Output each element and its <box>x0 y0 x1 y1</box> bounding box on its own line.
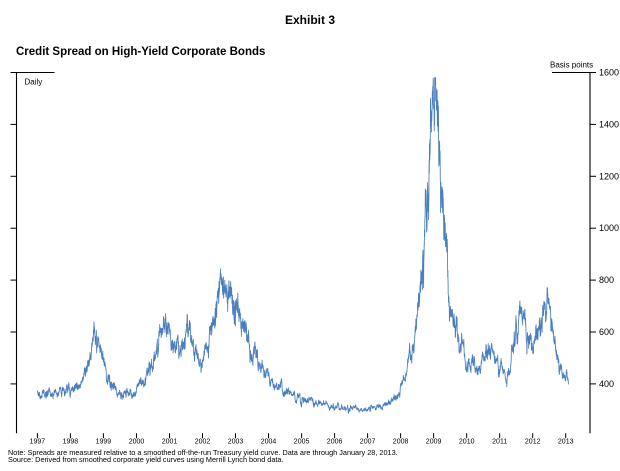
svg-text:2007: 2007 <box>360 439 376 446</box>
svg-text:1600: 1600 <box>599 68 619 78</box>
svg-text:2002: 2002 <box>195 439 211 446</box>
svg-text:1000: 1000 <box>599 223 619 233</box>
svg-text:800: 800 <box>599 275 614 285</box>
svg-text:2012: 2012 <box>525 439 541 446</box>
svg-text:Daily: Daily <box>25 78 43 87</box>
svg-text:1998: 1998 <box>63 439 79 446</box>
svg-text:2000: 2000 <box>129 439 145 446</box>
svg-text:2010: 2010 <box>459 439 475 446</box>
svg-text:2001: 2001 <box>162 439 178 446</box>
svg-text:2008: 2008 <box>393 439 409 446</box>
svg-text:1999: 1999 <box>96 439 112 446</box>
svg-text:2003: 2003 <box>228 439 244 446</box>
svg-text:2009: 2009 <box>426 439 442 446</box>
svg-text:1400: 1400 <box>599 119 619 129</box>
svg-text:2005: 2005 <box>294 439 310 446</box>
svg-text:2006: 2006 <box>327 439 343 446</box>
svg-text:2004: 2004 <box>261 439 277 446</box>
svg-text:1997: 1997 <box>30 439 46 446</box>
svg-text:400: 400 <box>599 379 614 389</box>
svg-text:2011: 2011 <box>492 439 507 446</box>
svg-text:Basis points: Basis points <box>550 61 593 70</box>
svg-text:2013: 2013 <box>558 439 574 446</box>
svg-text:600: 600 <box>599 327 614 337</box>
svg-text:1200: 1200 <box>599 171 619 181</box>
